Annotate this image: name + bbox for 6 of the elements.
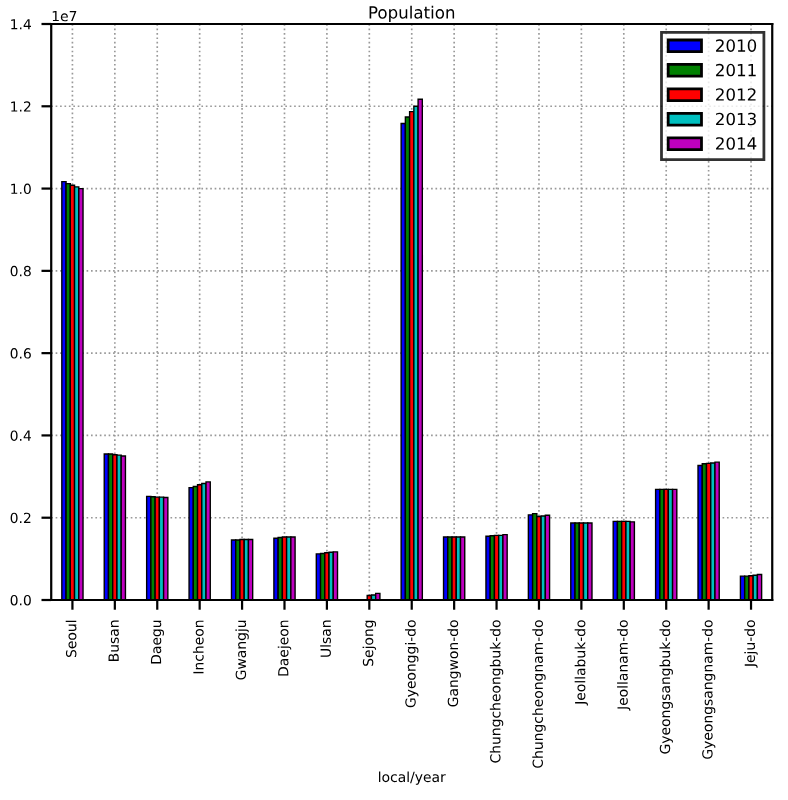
legend-label: 2014 (716, 137, 757, 150)
legend-label: 2011 (716, 63, 756, 77)
legend-label: 2010 (716, 39, 757, 52)
legend-label: 2013 (716, 112, 756, 126)
chart-title: Population (369, 5, 455, 22)
legend-label: 2012 (716, 88, 756, 101)
